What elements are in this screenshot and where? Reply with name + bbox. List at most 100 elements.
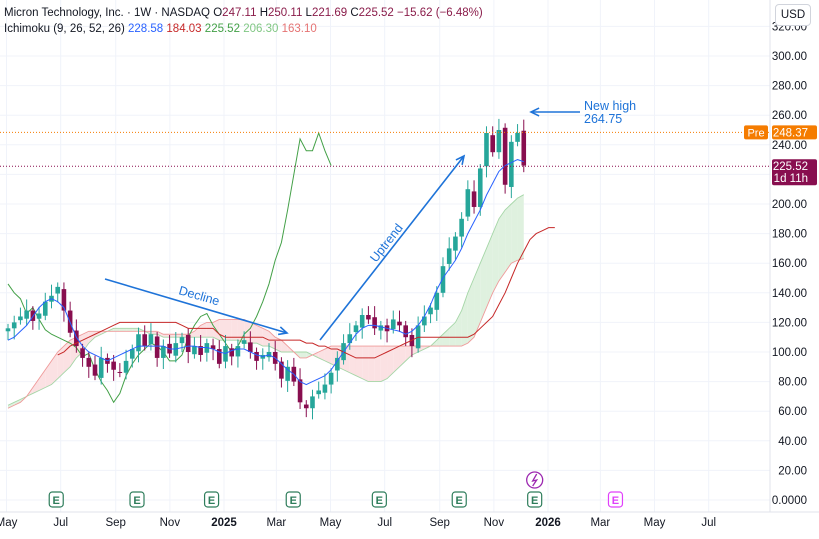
- candle-body: [422, 316, 427, 326]
- candle-body: [179, 337, 185, 344]
- low-value: 221.69: [311, 7, 348, 19]
- earnings-marker[interactable]: E: [527, 491, 543, 508]
- change-value: −15.62 (−6.48%): [397, 7, 483, 19]
- pre-price-tag-text: 248.37: [773, 127, 808, 139]
- last-price-tag-bg: [772, 159, 817, 186]
- time-tick-label: Sep: [429, 517, 449, 529]
- earnings-marker[interactable]: E: [607, 491, 624, 508]
- cloud-segment: [480, 248, 487, 323]
- cloud-segment: [505, 204, 512, 273]
- candle-body: [285, 366, 290, 381]
- open-value: 247.11: [222, 7, 257, 19]
- earnings-marker[interactable]: E: [48, 491, 64, 508]
- candle-body: [390, 319, 396, 330]
- earnings-marker[interactable]: E: [371, 491, 387, 508]
- pre-price-tag-bg: [772, 125, 817, 140]
- symbol-title[interactable]: Micron Technology, Inc. · 1W · NASDAQ: [4, 7, 211, 19]
- candle-body: [465, 189, 471, 217]
- earnings-marker[interactable]: E: [129, 491, 145, 508]
- candle-body: [235, 346, 241, 357]
- indicator-legend[interactable]: Ichimoku (9, 26, 52, 26) 228.58 184.03 2…: [4, 22, 317, 37]
- earnings-marker-box: [607, 491, 624, 508]
- cloud-segment: [157, 331, 164, 338]
- earnings-marker[interactable]: E: [203, 491, 220, 508]
- candle-body: [496, 130, 502, 153]
- earnings-marker-box: [285, 491, 301, 508]
- currency-button[interactable]: USD: [775, 4, 811, 26]
- cloud-segment: [132, 328, 139, 332]
- candle-body: [61, 289, 67, 311]
- base-line: [57, 227, 555, 359]
- indicator-span-b-value: 163.10: [281, 23, 317, 35]
- cloud-segment: [250, 322, 257, 344]
- candle-body: [353, 325, 359, 333]
- cloud-segment: [51, 352, 58, 385]
- cloud-segment: [169, 334, 176, 338]
- candle-body: [55, 286, 61, 294]
- candle-body: [502, 127, 508, 185]
- earnings-marker-box: [203, 491, 220, 508]
- price-tick-label: 160.00: [772, 258, 807, 270]
- cloud-segment: [262, 328, 269, 347]
- time-tick-label: Nov: [484, 517, 505, 529]
- candle-body: [5, 328, 11, 332]
- close-value: 225.52: [358, 7, 394, 19]
- earnings-marker[interactable]: E: [451, 491, 467, 508]
- time-tick-label: May: [0, 517, 18, 529]
- cloud-segment: [405, 346, 412, 361]
- cloud-segment: [231, 319, 238, 341]
- candle-body: [74, 330, 79, 347]
- earnings-marker-box: [371, 491, 387, 508]
- earnings-marker-label: E: [612, 495, 619, 507]
- candle-body: [335, 357, 340, 371]
- candle-body: [154, 336, 160, 358]
- cloud-segment: [256, 325, 263, 347]
- cloud-segment: [511, 198, 518, 264]
- span-a-line: [7, 194, 524, 406]
- pre-badge-label: Pre: [747, 127, 764, 139]
- candle-body: [477, 168, 483, 207]
- earnings-marker-label: E: [53, 495, 60, 507]
- candle-body: [148, 334, 154, 344]
- price-tick-label: 180.00: [772, 229, 807, 241]
- price-axis: 0.0000 20.00 40.00 60.00 80.00 100.00 120.00 14…: [769, 0, 807, 512]
- candle-body: [198, 346, 203, 355]
- time-axis: May Jul Sep Nov 2025 Mar May Jul Sep Nov 2026 Mar Ma…: [0, 511, 819, 529]
- cloud-segment: [461, 292, 468, 347]
- candle-body: [515, 132, 520, 142]
- cloud-segment: [126, 328, 133, 332]
- high-label: H: [259, 7, 269, 19]
- candle-body: [303, 404, 309, 409]
- cloud-segment: [94, 331, 102, 338]
- earnings-marker-label: E: [290, 495, 297, 507]
- cloud-segment: [498, 209, 506, 281]
- ichimoku-cloud: [8, 194, 524, 409]
- candle-body: [484, 132, 489, 167]
- lightning-bolt: [531, 473, 539, 487]
- candle-body: [185, 334, 191, 352]
- candle-body: [192, 346, 197, 355]
- earnings-marker[interactable]: E: [285, 491, 301, 508]
- cloud-segment: [206, 322, 214, 338]
- candle-body: [210, 345, 216, 350]
- candle-body: [366, 315, 371, 320]
- pre-price-tag: 248.37: [772, 125, 817, 140]
- candle-body: [36, 313, 42, 319]
- candle-body: [129, 349, 135, 359]
- price-tick-label: 240.00: [772, 140, 807, 152]
- candle-body: [11, 322, 17, 329]
- decline-arrow-head: [277, 326, 289, 336]
- candle-body: [297, 379, 303, 403]
- cloud-segment: [194, 325, 201, 338]
- candle-body: [24, 310, 29, 319]
- earnings-marker-label: E: [376, 495, 383, 507]
- cloud-segment: [449, 322, 456, 347]
- cloud-segment: [88, 331, 95, 344]
- candle-body: [428, 307, 433, 315]
- indicator-name[interactable]: Ichimoku (9, 26, 52, 26): [4, 23, 125, 35]
- indicator-span-a-value: 206.30: [243, 23, 279, 35]
- candle-body: [136, 334, 141, 352]
